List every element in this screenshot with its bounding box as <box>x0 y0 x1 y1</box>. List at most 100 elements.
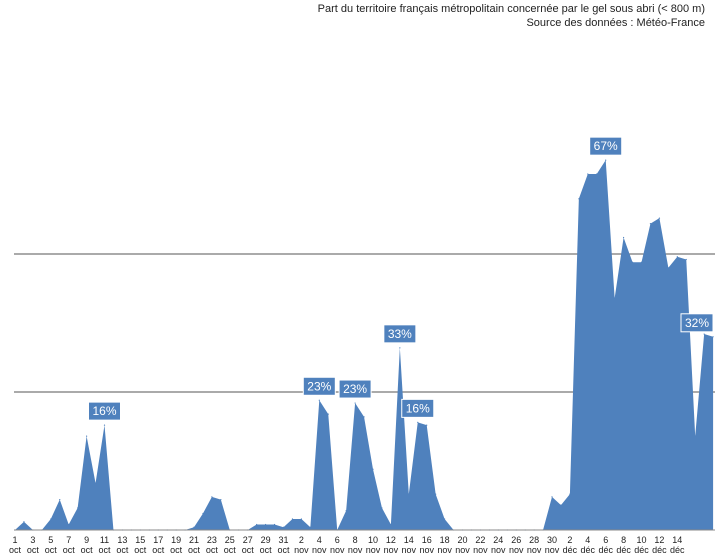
x-tick-day: 8 <box>621 535 626 545</box>
data-label-box <box>302 376 336 396</box>
x-tick-day: 7 <box>66 535 71 545</box>
data-point <box>94 482 97 484</box>
data-point <box>354 402 356 404</box>
data-label-box <box>589 136 623 156</box>
x-tick-month: oct <box>134 545 147 555</box>
x-tick-day: 25 <box>225 535 235 545</box>
x-tick-month: oct <box>116 545 129 555</box>
chart-source: Source des données : Météo-France <box>526 17 705 29</box>
x-tick-day: 6 <box>335 535 340 545</box>
x-tick-day: 20 <box>457 535 467 545</box>
x-tick-month: oct <box>152 545 165 555</box>
data-point <box>68 523 70 526</box>
data-point <box>435 493 437 495</box>
x-tick-month: nov <box>491 545 506 555</box>
x-tick-day: 1 <box>12 535 17 545</box>
x-tick-month: nov <box>402 545 417 555</box>
data-label-box <box>338 379 372 399</box>
x-tick-month: oct <box>260 545 273 555</box>
x-tick-month: nov <box>419 545 434 555</box>
x-tick-month: oct <box>63 545 76 555</box>
data-point <box>551 496 553 498</box>
x-tick-day: 22 <box>475 535 485 545</box>
x-tick-month: nov <box>330 545 345 555</box>
data-point <box>345 510 347 512</box>
data-point <box>193 526 195 528</box>
data-label-box <box>383 324 417 344</box>
x-tick-day: 28 <box>529 535 539 545</box>
x-axis: 1oct3oct5oct7oct9oct11oct13oct15oct17oct… <box>9 529 715 555</box>
data-point <box>309 526 311 528</box>
x-tick-day: 14 <box>404 535 414 545</box>
x-tick-month: nov <box>348 545 363 555</box>
data-point <box>273 523 276 526</box>
x-tick-day: 16 <box>422 535 432 545</box>
data-label: 67% <box>594 139 618 153</box>
data-point <box>103 424 106 426</box>
x-tick-day: 2 <box>299 535 304 545</box>
x-tick-day: 13 <box>117 535 127 545</box>
data-point <box>59 499 61 501</box>
x-tick-month: oct <box>277 545 290 555</box>
x-tick-month: oct <box>224 545 237 555</box>
data-point <box>23 521 25 523</box>
x-tick-month: nov <box>312 545 327 555</box>
data-point <box>426 424 428 426</box>
data-point <box>399 347 401 349</box>
x-tick-day: 4 <box>585 535 590 545</box>
x-tick-day: 4 <box>317 535 322 545</box>
x-tick-day: 10 <box>636 535 646 545</box>
x-tick-day: 30 <box>547 535 557 545</box>
data-point <box>282 526 285 528</box>
x-tick-month: nov <box>294 545 309 555</box>
x-tick-day: 11 <box>100 535 109 545</box>
data-point <box>614 297 616 299</box>
data-point <box>372 468 374 470</box>
data-point <box>587 173 589 175</box>
x-tick-day: 23 <box>207 535 217 545</box>
x-tick-month: nov <box>545 545 560 555</box>
data-point <box>327 413 329 415</box>
data-point <box>578 198 580 200</box>
x-tick-month: déc <box>670 545 685 555</box>
x-tick-month: oct <box>98 545 111 555</box>
x-tick-month: nov <box>527 545 542 555</box>
data-point <box>694 435 696 437</box>
data-point <box>408 493 410 495</box>
x-tick-day: 17 <box>153 535 163 545</box>
data-point <box>318 399 320 401</box>
data-point <box>265 523 267 526</box>
x-tick-month: oct <box>9 545 22 555</box>
x-tick-month: nov <box>509 545 524 555</box>
data-point <box>703 333 705 335</box>
x-tick-month: déc <box>634 545 649 555</box>
x-tick-month: déc <box>581 545 596 555</box>
x-tick-month: nov <box>384 545 399 555</box>
x-tick-month: nov <box>455 545 470 555</box>
x-tick-day: 2 <box>567 535 572 545</box>
x-tick-day: 12 <box>654 535 664 545</box>
x-tick-day: 18 <box>440 535 450 545</box>
x-tick-month: déc <box>563 545 578 555</box>
data-point <box>390 523 392 526</box>
x-tick-month: nov <box>473 545 488 555</box>
data-label-box <box>680 313 714 333</box>
data-label: 23% <box>343 382 367 396</box>
x-tick-month: oct <box>81 545 94 555</box>
x-tick-day: 15 <box>135 535 145 545</box>
x-tick-month: nov <box>437 545 452 555</box>
data-point <box>50 518 52 520</box>
x-tick-day: 26 <box>511 535 521 545</box>
data-label: 16% <box>406 401 430 415</box>
data-label: 33% <box>388 327 412 341</box>
data-label-box <box>401 398 435 418</box>
data-point <box>417 421 419 423</box>
data-point <box>631 261 634 263</box>
x-tick-day: 10 <box>368 535 378 545</box>
data-point <box>77 507 79 509</box>
x-tick-day: 24 <box>493 535 503 545</box>
data-point <box>291 518 294 520</box>
data-point <box>202 512 204 515</box>
x-tick-day: 9 <box>84 535 89 545</box>
data-point <box>256 523 258 526</box>
